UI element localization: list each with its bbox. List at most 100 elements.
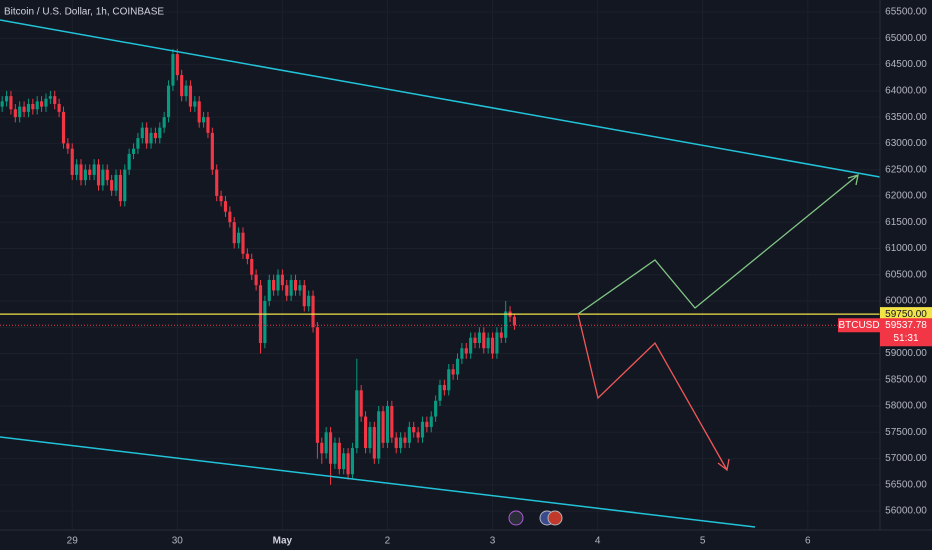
candle-body <box>79 164 83 181</box>
candle-body <box>4 96 9 102</box>
candle-body <box>333 442 337 464</box>
candle-body <box>289 279 293 296</box>
x-tick-label: 2 <box>385 536 391 547</box>
y-tick-label: 59000.00 <box>885 348 927 359</box>
y-tick-label: 65000.00 <box>885 33 927 44</box>
symbol-label: BTCUSD <box>838 320 879 331</box>
candle-body <box>110 180 114 191</box>
candle-body <box>44 98 48 107</box>
candle-body <box>131 148 136 154</box>
y-tick-label: 60000.00 <box>885 296 927 307</box>
candle-body <box>250 258 254 275</box>
chart-title: Bitcoin / U.S. Dollar, 1h, COINBASE <box>4 7 164 18</box>
candle-body <box>276 274 280 291</box>
candle-body <box>315 327 319 443</box>
candle-body <box>512 316 517 326</box>
candle-body <box>210 132 214 170</box>
candle-body <box>40 101 44 107</box>
last-price-label: 59537.78 <box>885 320 927 331</box>
candle-body <box>35 101 39 110</box>
candle-body <box>293 279 298 291</box>
event-icon[interactable] <box>508 510 524 526</box>
y-tick-label: 60500.00 <box>885 269 927 280</box>
candle-body <box>302 285 306 307</box>
candle-body <box>346 453 350 475</box>
y-tick-label: 62000.00 <box>885 191 927 202</box>
y-tick-label: 61500.00 <box>885 217 927 228</box>
candle-body <box>175 54 179 76</box>
candle-body <box>363 416 368 449</box>
candle-body <box>272 279 276 291</box>
candle-body <box>311 295 315 328</box>
candle-body <box>162 117 166 128</box>
y-tick-label: 57000.00 <box>885 453 927 464</box>
candle-body <box>241 232 245 254</box>
candle-body <box>337 442 341 470</box>
y-tick-label: 62500.00 <box>885 164 927 175</box>
candle-body <box>469 337 473 354</box>
y-tick-label: 63500.00 <box>885 112 927 123</box>
y-tick-label: 58500.00 <box>885 374 927 385</box>
arrow-head <box>717 458 730 472</box>
flag-icon[interactable] <box>547 510 563 526</box>
y-tick-label: 57500.00 <box>885 427 927 438</box>
candle-body <box>403 437 407 443</box>
candle-body <box>0 101 4 107</box>
candle-body <box>83 169 87 181</box>
candle-body <box>429 416 433 428</box>
candle-body <box>237 232 241 244</box>
x-tick-label: 29 <box>67 536 79 547</box>
candle-body <box>105 169 109 181</box>
candle-body <box>188 85 193 107</box>
candle-body <box>118 174 122 202</box>
candle-body <box>372 427 376 459</box>
candle-body <box>101 169 105 186</box>
candle-body <box>9 96 13 110</box>
candle-body <box>447 369 451 391</box>
candles <box>0 48 880 485</box>
candle-body <box>136 138 140 149</box>
candle-body <box>499 332 503 338</box>
x-tick-label: May <box>273 536 293 547</box>
candle-body <box>263 300 267 344</box>
candle-body <box>206 117 210 133</box>
horizontal-line-label-box <box>880 307 932 322</box>
candle-body <box>171 54 175 86</box>
candle-body <box>455 358 460 375</box>
candle-body <box>158 127 162 139</box>
candle-body <box>193 101 197 107</box>
candle-body <box>254 274 258 286</box>
grid <box>0 0 880 530</box>
bullish-path <box>577 174 859 315</box>
arrow-head <box>847 174 859 186</box>
candle-body <box>377 411 381 459</box>
y-tick-label: 65500.00 <box>885 7 927 18</box>
candle-body <box>359 390 363 417</box>
y-tick-label: 56000.00 <box>885 506 927 517</box>
candle-body <box>280 274 284 286</box>
upper-trendline <box>0 19 881 178</box>
candle-body <box>460 348 464 359</box>
candle-body <box>96 164 101 186</box>
symbol-box <box>838 318 880 333</box>
candle-body <box>342 453 346 470</box>
candle-body <box>92 164 96 175</box>
candle-body <box>368 427 372 449</box>
candle-body <box>127 153 131 170</box>
candle-body <box>48 96 52 99</box>
candle-body <box>153 132 157 139</box>
candle-body <box>324 432 328 454</box>
candle-body <box>385 406 390 443</box>
candle-body <box>145 127 149 144</box>
y-tick-label: 61000.00 <box>885 243 927 254</box>
candle-body <box>66 143 70 149</box>
candle-body <box>202 117 206 123</box>
horizontal-line-label: 59750.00 <box>885 309 927 320</box>
candle-body <box>482 332 486 349</box>
candle-body <box>18 106 22 118</box>
candle-body <box>228 211 232 223</box>
candle-body <box>184 85 188 97</box>
candle-body <box>149 132 153 144</box>
candle-body <box>215 169 219 196</box>
candle-body <box>504 311 508 338</box>
